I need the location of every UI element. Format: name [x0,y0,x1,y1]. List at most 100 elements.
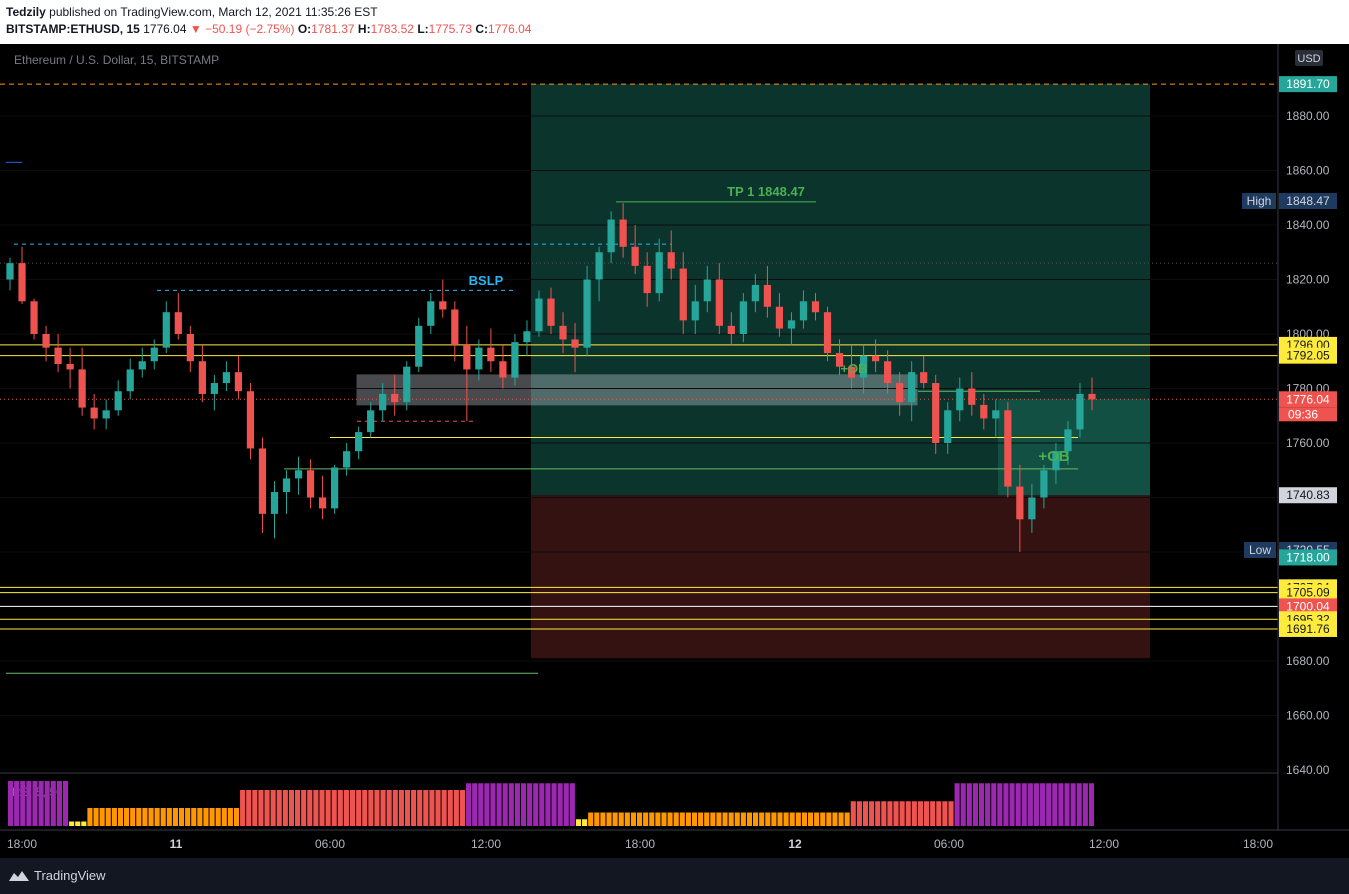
indicator-bar [801,812,807,826]
indicator-bar [777,812,783,826]
high-value-badge [1279,193,1337,209]
indicator-bar [398,790,404,826]
indicator-bar [380,790,386,826]
last-price: 1776.04 [143,22,187,36]
indicator-bar [166,808,172,826]
indicator-bar [997,783,1003,826]
indicator-bar [447,790,453,826]
indicator-bar [1046,783,1052,826]
candle-body [1064,429,1072,452]
candle-body [559,325,567,340]
candle-body [763,284,772,307]
indicator-bar [215,808,221,826]
candle-body [222,372,231,384]
price-axis[interactable]: 1880.001860.001840.001820.001800.001780.… [1277,44,1349,830]
candle-body [343,451,351,468]
candle-body [150,347,158,362]
candle-body [691,301,699,321]
low-label: L: [417,22,429,36]
footer-bar [0,858,1349,894]
chart-area[interactable]: TP 1 1848.47 BSLP +OB +OB Ethereum / U.S… [0,44,1349,858]
candle-body [1016,486,1024,520]
indicator-bar [527,783,533,826]
close-value: 1776.04 [488,22,532,36]
price-axis-tick: 1820.00 [1286,273,1330,287]
author-name[interactable]: Tedzily [6,5,46,19]
order-block-box [356,374,918,406]
horizontal-levels [0,83,1278,674]
indicator-bar [704,812,710,826]
candle-body [715,279,723,326]
candle-body [6,263,14,280]
candle-body [463,344,471,370]
indicator-bar [606,812,612,826]
candle-body [114,391,122,411]
candle-body [727,325,735,334]
indicator-bar [44,781,50,826]
indicator-bar [783,812,789,826]
indicator-bar [117,808,124,826]
price-axis-tick: 1680.00 [1286,654,1330,668]
candle-body [679,268,687,321]
indicator-bar [869,801,875,826]
candle-body [751,284,759,302]
price-badge [1279,391,1337,408]
price-badge-text: 1792.05 [1286,349,1330,363]
indicator-bar [887,801,893,826]
price-badge-text: 1705.09 [1286,586,1330,600]
indicator-bar [685,812,691,826]
tradingview-brand[interactable]: TradingView [34,868,106,883]
indicator-bar [142,808,148,826]
indicator-bar [1033,783,1040,826]
candle-body [499,361,507,378]
indicator-bar [734,812,740,826]
price-chart[interactable]: TP 1 1848.47 BSLP +OB +OB Ethereum / U.S… [0,44,1349,858]
candle-body [607,219,615,253]
indicator-bar [924,801,930,826]
indicator-bar [270,790,276,826]
candle-body [932,383,940,443]
publish-line: Tedzily published on TradingView.com, Ma… [6,5,378,19]
indicator-bar [655,812,661,826]
candle-body [102,410,110,419]
indicator-bar [545,783,551,826]
candle-body [258,448,267,514]
indicator-bar [136,808,142,826]
indicator-bar [551,783,557,826]
indicator-bar [814,812,820,826]
candle-body [583,279,591,348]
indicator-bar [197,808,203,826]
indicator-bar [325,790,331,826]
indicator-bar [557,783,563,826]
indicator-bar [746,812,753,826]
indicator-bar [850,801,856,826]
candle-body [535,298,543,332]
indicator-bar [496,783,502,826]
indicator-bar [178,808,185,826]
position-zones [356,84,1150,659]
candle-body [90,407,98,419]
indicator-bar [679,812,685,826]
candle-body [294,470,303,479]
tradingview-logo-icon[interactable] [8,869,30,883]
indicator-bar [881,801,887,826]
indicator-bar [978,783,985,826]
indicator-bar [362,790,368,826]
candle-body [811,301,820,313]
indicator-bar [124,808,130,826]
currency-label: USD [1297,53,1320,65]
symbol-name[interactable]: BITSTAMP:ETHUSD, 15 [6,22,140,36]
indicator-bar [319,790,325,826]
indicator-bar [490,783,496,826]
indicator-bar [630,812,636,826]
price-badge [1279,598,1337,615]
price-change: ▼ −50.19 (−2.75%) [189,22,295,36]
indicator-bar [832,812,838,826]
price-badge [1279,487,1337,504]
high-badge [1242,193,1276,209]
indicator-bar [539,783,545,826]
indicator-bar [38,781,44,826]
indicator-bar [368,790,374,826]
indicator-bar [288,790,295,826]
time-axis[interactable]: 18:00 11 06:00 12:00 18:00 12 06:00 12:00 18:00 [0,829,1349,851]
